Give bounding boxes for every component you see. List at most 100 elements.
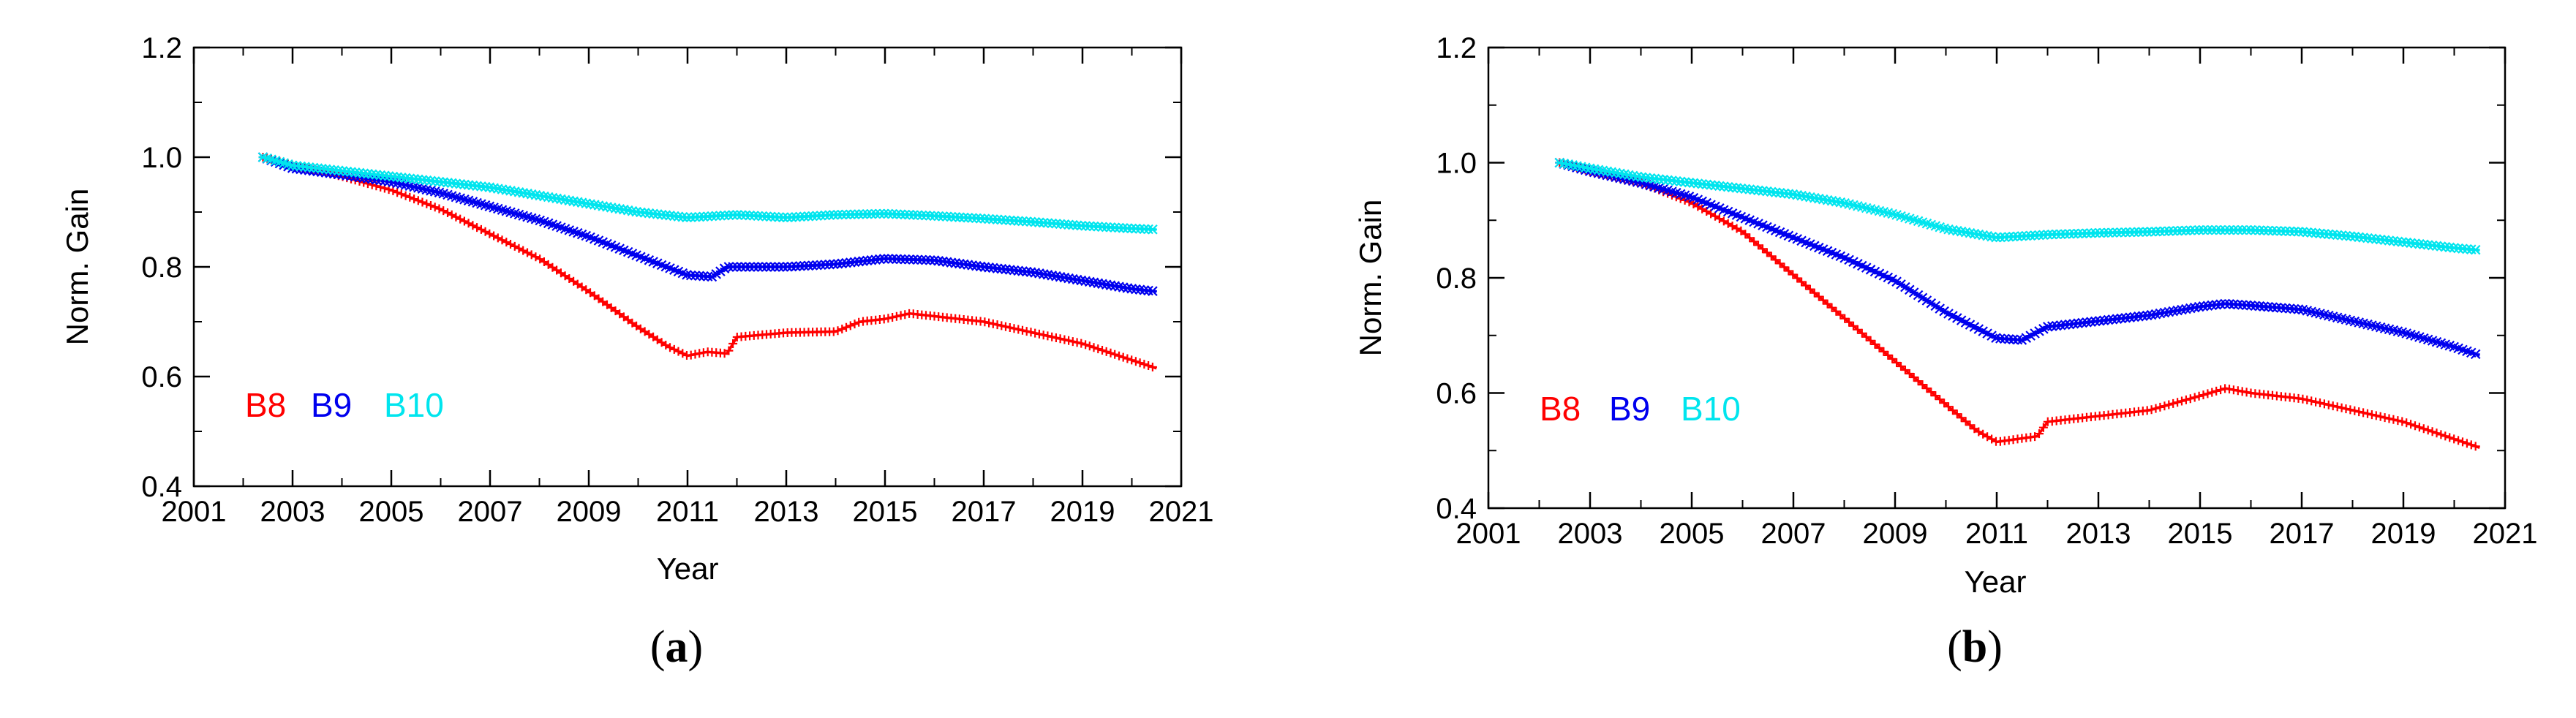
x-tick-label: 2007 bbox=[458, 496, 523, 528]
data-point bbox=[363, 179, 372, 189]
x-tick-label: 2007 bbox=[1761, 518, 1826, 550]
data-point bbox=[829, 327, 838, 336]
data-point bbox=[464, 219, 473, 228]
panel-label-letter: a bbox=[666, 622, 688, 672]
data-point bbox=[2354, 407, 2364, 417]
series-line bbox=[1559, 161, 2480, 357]
y-tick-label: 0.4 bbox=[141, 471, 182, 503]
data-point bbox=[2380, 413, 2389, 423]
data-point bbox=[2190, 393, 2199, 402]
data-point bbox=[476, 224, 486, 234]
data-point bbox=[1072, 338, 1082, 347]
data-point bbox=[1039, 330, 1048, 340]
series-layer bbox=[1554, 157, 2481, 451]
data-point bbox=[1127, 355, 1137, 365]
data-point bbox=[1077, 339, 1086, 348]
data-point bbox=[1022, 327, 1031, 336]
data-point bbox=[519, 246, 528, 255]
x-ticks: 2001 2003 2005 2007 2009 2011 2013 2015 2017 2019… bbox=[1456, 48, 2537, 550]
data-point bbox=[2035, 429, 2044, 439]
panel-label-letter: b bbox=[1962, 622, 1987, 672]
data-point bbox=[884, 314, 893, 323]
y-tick-label: 0.6 bbox=[1436, 378, 1477, 410]
data-point bbox=[2414, 423, 2424, 432]
data-point bbox=[481, 227, 490, 236]
data-point bbox=[846, 321, 855, 330]
data-point bbox=[2038, 423, 2048, 432]
data-point bbox=[2445, 433, 2455, 442]
x-tick-label: 2003 bbox=[1558, 518, 1623, 550]
x-tick-label: 2015 bbox=[853, 496, 918, 528]
y-tick-label: 1.2 bbox=[141, 32, 182, 64]
data-point bbox=[724, 346, 734, 355]
data-point bbox=[2389, 415, 2398, 424]
panel-label: (b) bbox=[1947, 622, 2003, 672]
data-point bbox=[2216, 385, 2226, 395]
data-point bbox=[2341, 404, 2351, 414]
data-point bbox=[900, 310, 910, 320]
data-point bbox=[1089, 343, 1099, 352]
data-point bbox=[1118, 352, 1128, 362]
data-point bbox=[2393, 416, 2403, 426]
y-ticks: 0.4 0.6 0.8 1.0 1.2 bbox=[141, 32, 1181, 503]
data-point bbox=[2367, 410, 2376, 420]
data-point bbox=[1093, 344, 1103, 354]
data-point bbox=[1051, 333, 1061, 342]
data-point bbox=[837, 325, 847, 333]
data-point bbox=[2411, 421, 2419, 431]
data-point bbox=[2225, 385, 2234, 394]
data-point bbox=[1081, 340, 1091, 349]
y-tick-label: 0.4 bbox=[1436, 493, 1477, 525]
data-point bbox=[506, 240, 515, 249]
series-layer bbox=[257, 152, 1158, 371]
data-point bbox=[2169, 398, 2178, 408]
x-tick-label: 2011 bbox=[656, 496, 719, 528]
y-tick-label: 0.8 bbox=[1436, 262, 1477, 295]
panel-b: 2001 2003 2005 2007 2009 2011 2013 2015 2017 2019… bbox=[1353, 32, 2537, 672]
data-point bbox=[2441, 431, 2450, 441]
data-point bbox=[2466, 440, 2476, 450]
data-point bbox=[456, 214, 465, 224]
data-point bbox=[2203, 389, 2212, 398]
data-point bbox=[434, 204, 444, 213]
data-point bbox=[2177, 396, 2186, 406]
data-point bbox=[2181, 395, 2191, 404]
data-point bbox=[728, 339, 738, 348]
data-point bbox=[1110, 349, 1120, 359]
series-b9 bbox=[1554, 157, 2481, 360]
x-tick-label: 2013 bbox=[2066, 518, 2131, 550]
data-point bbox=[422, 199, 432, 208]
data-point bbox=[988, 319, 998, 328]
data-point bbox=[993, 320, 1002, 330]
data-point bbox=[2419, 424, 2428, 434]
data-point bbox=[497, 235, 507, 245]
data-point bbox=[678, 349, 688, 358]
data-point bbox=[410, 194, 419, 204]
x-tick-label: 2005 bbox=[359, 496, 424, 528]
x-tick-label: 2017 bbox=[952, 496, 1017, 528]
x-tick-label: 2019 bbox=[2371, 518, 2436, 550]
panel-label: (a) bbox=[650, 622, 703, 672]
data-point bbox=[2350, 406, 2360, 415]
data-point bbox=[2332, 402, 2342, 412]
data-point bbox=[1005, 323, 1014, 332]
series-b10 bbox=[1554, 157, 2481, 255]
x-tick-label: 2009 bbox=[557, 496, 622, 528]
x-tick-label: 2015 bbox=[2168, 518, 2233, 550]
data-point bbox=[690, 349, 700, 359]
data-point bbox=[1060, 335, 1069, 344]
data-point bbox=[2147, 405, 2156, 415]
data-point bbox=[1140, 360, 1149, 369]
data-point bbox=[502, 238, 511, 247]
data-point bbox=[2164, 400, 2174, 409]
data-point bbox=[1148, 286, 1158, 296]
data-point bbox=[833, 326, 843, 336]
data-point bbox=[443, 208, 452, 217]
legend: B8 B9 B10 bbox=[1540, 390, 1741, 428]
data-point bbox=[1123, 354, 1132, 363]
data-point bbox=[1085, 341, 1094, 351]
data-point bbox=[888, 313, 897, 322]
data-point bbox=[426, 201, 435, 210]
data-point bbox=[2458, 437, 2467, 447]
data-point bbox=[1034, 329, 1044, 339]
